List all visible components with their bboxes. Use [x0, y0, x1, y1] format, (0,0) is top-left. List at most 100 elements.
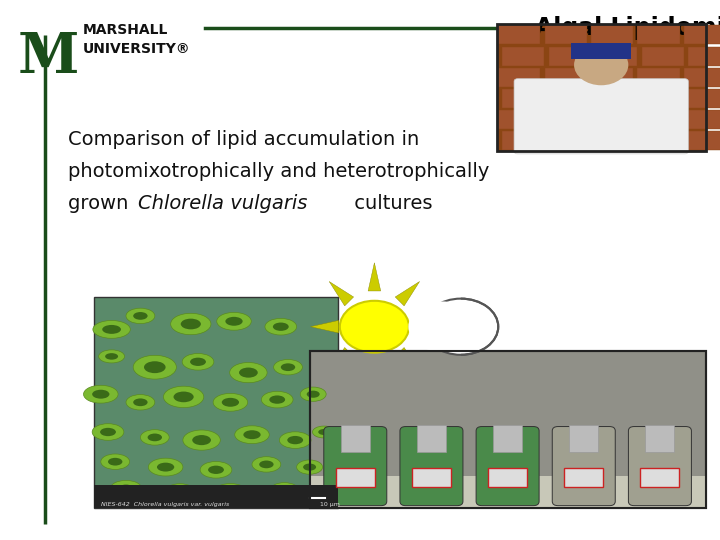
FancyBboxPatch shape: [412, 468, 451, 487]
Ellipse shape: [265, 319, 297, 335]
Polygon shape: [368, 263, 381, 291]
FancyBboxPatch shape: [498, 110, 540, 129]
Ellipse shape: [239, 368, 258, 377]
Text: UNIVERSITY®: UNIVERSITY®: [83, 42, 190, 56]
FancyBboxPatch shape: [514, 79, 688, 154]
Ellipse shape: [259, 461, 274, 468]
Ellipse shape: [99, 350, 125, 363]
Ellipse shape: [126, 308, 155, 323]
FancyBboxPatch shape: [595, 131, 637, 150]
Ellipse shape: [102, 325, 121, 334]
Ellipse shape: [173, 488, 187, 495]
Text: NIES-642  Chlorella vulgaris var. vulgaris: NIES-642 Chlorella vulgaris var. vulgari…: [101, 502, 229, 507]
Ellipse shape: [222, 488, 239, 497]
Ellipse shape: [105, 353, 118, 360]
Ellipse shape: [230, 362, 267, 383]
Ellipse shape: [225, 317, 243, 326]
Ellipse shape: [133, 399, 148, 406]
FancyBboxPatch shape: [688, 89, 720, 108]
Ellipse shape: [93, 321, 130, 338]
Polygon shape: [395, 348, 420, 372]
Ellipse shape: [144, 361, 166, 373]
Ellipse shape: [171, 313, 211, 335]
Ellipse shape: [217, 312, 251, 330]
Ellipse shape: [222, 398, 239, 407]
FancyBboxPatch shape: [688, 131, 720, 150]
FancyBboxPatch shape: [476, 427, 539, 505]
Ellipse shape: [213, 393, 248, 411]
FancyBboxPatch shape: [498, 25, 540, 44]
Ellipse shape: [297, 460, 323, 474]
Ellipse shape: [312, 426, 336, 438]
FancyBboxPatch shape: [629, 427, 691, 505]
Polygon shape: [329, 281, 354, 306]
Ellipse shape: [192, 435, 211, 445]
Ellipse shape: [133, 355, 176, 379]
Polygon shape: [329, 348, 354, 372]
FancyBboxPatch shape: [417, 425, 446, 452]
Ellipse shape: [183, 430, 220, 450]
Ellipse shape: [140, 430, 169, 445]
FancyBboxPatch shape: [94, 297, 338, 508]
FancyBboxPatch shape: [544, 110, 587, 129]
FancyBboxPatch shape: [94, 485, 338, 508]
FancyBboxPatch shape: [564, 468, 603, 487]
Ellipse shape: [200, 462, 232, 478]
Ellipse shape: [163, 386, 204, 408]
FancyBboxPatch shape: [488, 468, 527, 487]
FancyBboxPatch shape: [341, 425, 369, 452]
FancyBboxPatch shape: [336, 468, 375, 487]
Ellipse shape: [300, 387, 326, 401]
Ellipse shape: [118, 484, 134, 493]
FancyBboxPatch shape: [684, 110, 720, 129]
Text: cultures: cultures: [348, 194, 433, 213]
Text: MARSHALL: MARSHALL: [83, 23, 168, 37]
Ellipse shape: [269, 395, 285, 404]
FancyBboxPatch shape: [497, 24, 706, 151]
FancyBboxPatch shape: [549, 46, 591, 65]
Text: grown: grown: [68, 194, 135, 213]
FancyBboxPatch shape: [570, 425, 598, 452]
FancyBboxPatch shape: [595, 46, 637, 65]
FancyBboxPatch shape: [637, 25, 680, 44]
Ellipse shape: [84, 386, 118, 403]
Ellipse shape: [133, 312, 148, 320]
Polygon shape: [410, 320, 438, 333]
FancyBboxPatch shape: [684, 25, 720, 44]
FancyBboxPatch shape: [642, 89, 684, 108]
Text: Algal Lipidomics: Algal Lipidomics: [536, 16, 720, 40]
FancyBboxPatch shape: [549, 89, 591, 108]
Ellipse shape: [279, 432, 311, 448]
FancyBboxPatch shape: [646, 425, 675, 452]
Ellipse shape: [287, 436, 303, 444]
Circle shape: [423, 299, 498, 355]
FancyBboxPatch shape: [637, 110, 680, 129]
FancyBboxPatch shape: [595, 89, 637, 108]
FancyBboxPatch shape: [591, 68, 633, 87]
FancyBboxPatch shape: [642, 131, 684, 150]
FancyBboxPatch shape: [400, 427, 463, 505]
Ellipse shape: [126, 395, 155, 410]
Text: M: M: [18, 30, 79, 85]
Text: photomixotrophically and heterotrophically: photomixotrophically and heterotrophical…: [68, 162, 490, 181]
FancyBboxPatch shape: [642, 46, 684, 65]
Ellipse shape: [277, 487, 292, 494]
FancyBboxPatch shape: [591, 25, 633, 44]
Ellipse shape: [270, 483, 299, 498]
Ellipse shape: [148, 434, 162, 441]
FancyBboxPatch shape: [310, 476, 706, 508]
Ellipse shape: [101, 454, 130, 469]
Circle shape: [574, 45, 629, 85]
Ellipse shape: [174, 392, 194, 402]
Ellipse shape: [303, 463, 316, 471]
Polygon shape: [395, 281, 420, 306]
Polygon shape: [368, 362, 381, 390]
FancyBboxPatch shape: [544, 25, 587, 44]
Ellipse shape: [148, 458, 183, 476]
Ellipse shape: [92, 424, 124, 440]
FancyBboxPatch shape: [572, 43, 631, 59]
Ellipse shape: [157, 463, 174, 471]
Ellipse shape: [190, 357, 206, 366]
FancyBboxPatch shape: [549, 131, 591, 150]
FancyBboxPatch shape: [503, 131, 544, 150]
